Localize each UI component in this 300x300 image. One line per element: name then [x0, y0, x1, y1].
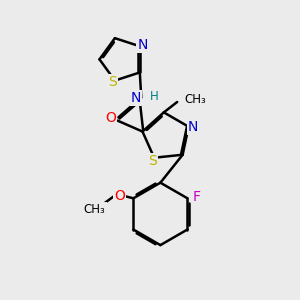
- Text: F: F: [193, 190, 201, 204]
- Text: N: N: [188, 120, 198, 134]
- Text: CH₃: CH₃: [184, 92, 206, 106]
- Text: S: S: [148, 154, 157, 168]
- Text: O: O: [114, 189, 125, 203]
- Text: H: H: [149, 90, 158, 103]
- Text: CH₃: CH₃: [84, 203, 106, 216]
- Text: S: S: [108, 75, 117, 89]
- Text: O: O: [105, 111, 116, 124]
- Text: N: N: [131, 91, 141, 105]
- Text: N: N: [138, 38, 148, 52]
